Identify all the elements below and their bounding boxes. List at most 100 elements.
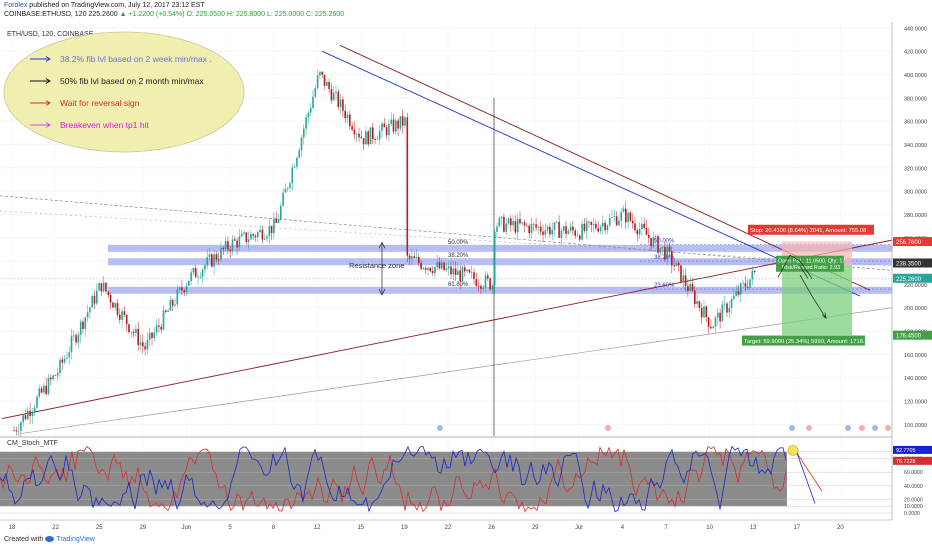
candle-body (408, 255, 411, 259)
candle-body (530, 223, 533, 233)
candle-body (261, 229, 264, 240)
fib-short-label: 50.00% (654, 239, 675, 245)
candle-body (79, 321, 82, 335)
candle-body (29, 410, 31, 416)
y-axis: 100.0000120.0000140.0000160.0000180.0000… (904, 26, 927, 429)
candle-body (73, 335, 75, 337)
candle-body (735, 291, 737, 296)
candle-body (59, 359, 61, 374)
candle-body (257, 232, 259, 238)
candle-body (719, 312, 721, 322)
legend-ellipse (3, 31, 245, 153)
legend-text: 50% fib lvl based on 2 month min/max (60, 76, 204, 86)
candle-body (726, 303, 728, 313)
price-label-text: 225.2600 (896, 277, 922, 283)
footer-brand[interactable]: TradingView (56, 536, 95, 543)
candle-body (385, 127, 388, 136)
author-link[interactable]: Forolex (4, 2, 28, 9)
candle-body (698, 301, 701, 308)
candle-body (316, 75, 319, 89)
candle-body (661, 246, 664, 248)
candle-body (125, 314, 128, 325)
candle-body (114, 302, 116, 308)
candle-body (174, 304, 176, 306)
price-change: ▲ +1.2200 (+0.54%) (119, 11, 185, 18)
candle-body (643, 223, 645, 228)
dotted-trend-line (0, 195, 893, 271)
candle-body (293, 166, 296, 168)
candle-body (307, 112, 310, 118)
candle-body (514, 221, 517, 233)
y-tick-label: 380.0000 (904, 96, 927, 102)
candle-body (625, 208, 627, 223)
candle-body (668, 246, 671, 251)
candle-body (551, 229, 553, 235)
fib-level-label: 61.80% (448, 282, 469, 288)
candle-body (631, 220, 634, 224)
y-tick-label: 200.0000 (904, 306, 927, 312)
ind-tick-label: 40.0000 (904, 484, 923, 490)
stoch-red-arrow (796, 452, 823, 492)
candle-body (376, 139, 379, 141)
candle-body (454, 268, 457, 275)
y-tick-label: 120.0000 (904, 400, 927, 406)
x-tick-label: 22 (52, 525, 59, 531)
descending-blue-line (321, 50, 861, 297)
fib-level-label: 50.00% (448, 240, 469, 246)
candle-body (89, 307, 91, 313)
candle-body (280, 205, 282, 220)
candle-body (107, 291, 110, 296)
candle-body (22, 415, 24, 423)
event-markers (437, 425, 891, 431)
candle-body (367, 131, 369, 145)
candle-body (372, 127, 374, 140)
candle-body (411, 256, 413, 259)
legend-arrow-head (45, 78, 51, 84)
candle-body (240, 233, 243, 237)
y-tick-label: 440.0000 (904, 26, 927, 32)
candle-body (751, 270, 754, 280)
candle-body (344, 110, 346, 119)
candle-body (332, 92, 335, 101)
candle-body (243, 232, 245, 234)
candle-body (636, 230, 639, 235)
candle-body (461, 267, 464, 282)
candle-body (602, 222, 604, 227)
x-tick-label: 25 (96, 525, 103, 531)
candle-body (314, 88, 317, 97)
candle-body (84, 317, 87, 329)
candle-body (535, 224, 537, 228)
candle-body (266, 236, 268, 239)
candle-body (553, 222, 556, 230)
candle-body (374, 139, 376, 140)
candle-body (406, 117, 409, 256)
candle-body (712, 326, 714, 329)
candle-body (496, 226, 498, 232)
x-tick-label: Jul (575, 525, 583, 531)
candle-body (744, 282, 747, 287)
candle-body (516, 218, 519, 233)
candle-body (132, 331, 135, 334)
price-label-text: 256.7600 (896, 240, 922, 246)
candle-body (733, 295, 735, 300)
candle-body (52, 375, 54, 380)
event-marker-icon (885, 425, 891, 431)
candle-body (730, 299, 733, 308)
candle-body (323, 74, 326, 86)
candle-body (583, 223, 586, 231)
candle-body (717, 312, 719, 318)
candle-body (677, 263, 680, 266)
candle-body (289, 183, 291, 189)
price-label-text: 238.3500 (896, 261, 922, 267)
candle-body (217, 259, 220, 261)
candle-body (24, 415, 27, 420)
candle-body (560, 230, 563, 238)
candle-body (77, 334, 80, 343)
candle-body (590, 221, 593, 225)
candle-body (512, 221, 514, 226)
candle-body (36, 396, 38, 408)
candle-body (56, 373, 59, 376)
x-axis: 18 22 25 29 Jun 5 8 12 15 19 22 26 29 Jul 4 7 10 13 17 20 (9, 525, 845, 531)
candle-body (707, 317, 710, 327)
